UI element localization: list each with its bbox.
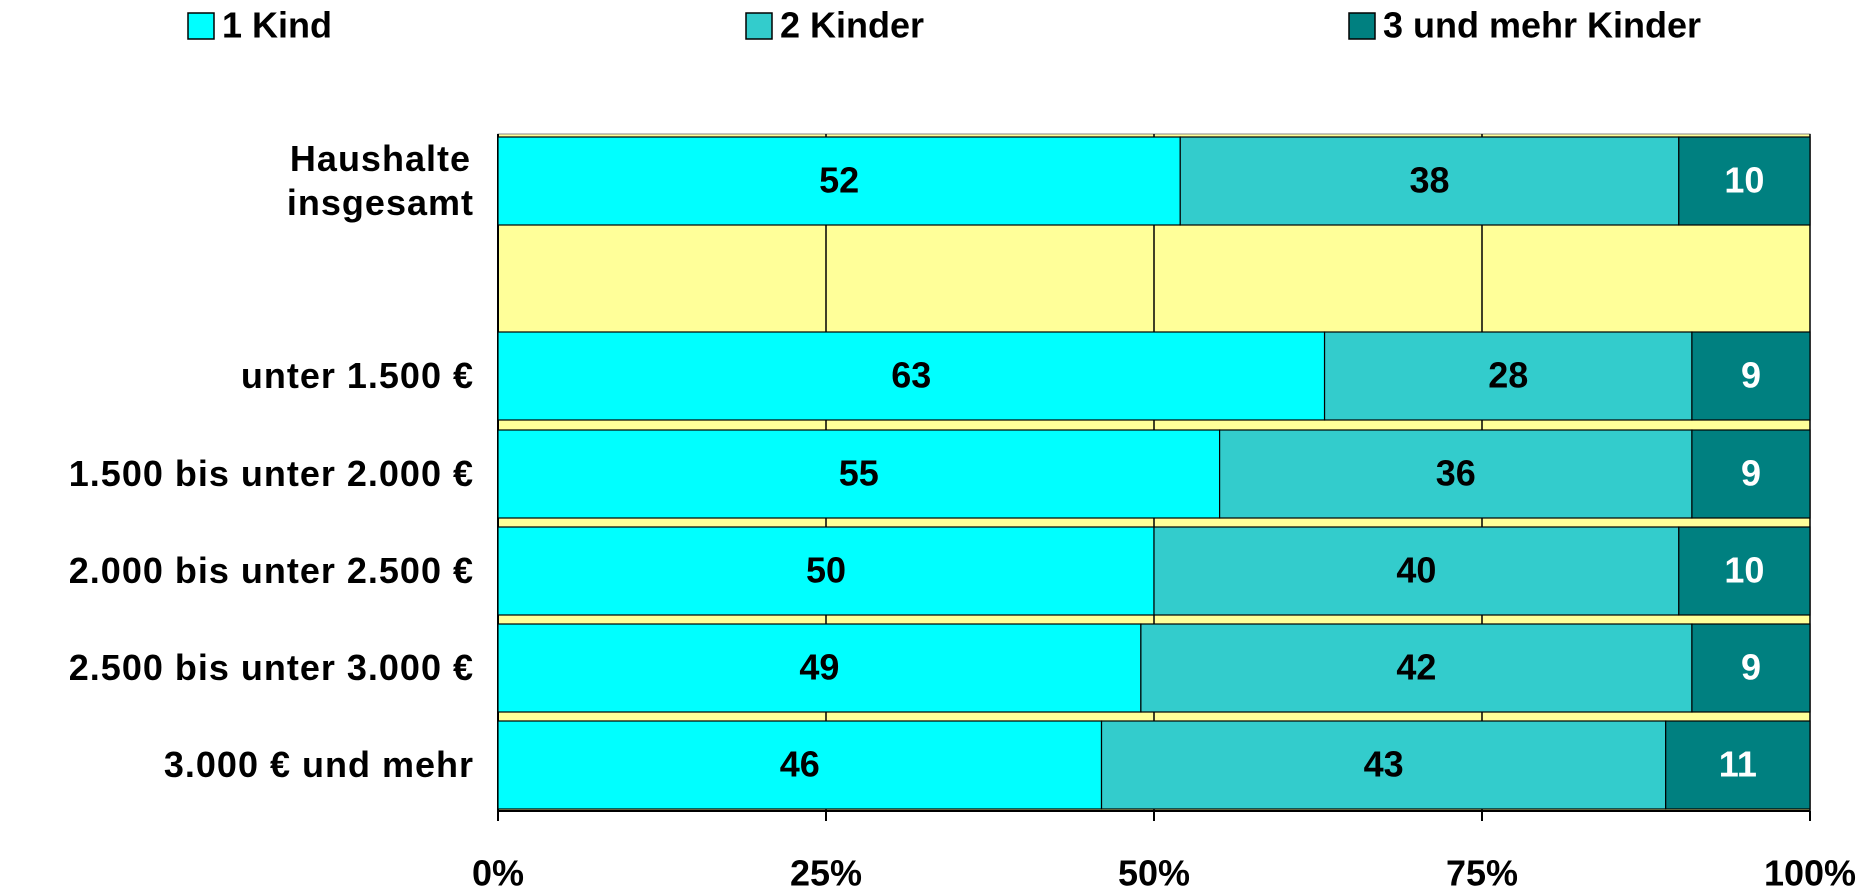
bar-segment <box>1140 623 1693 713</box>
data-label: 50 <box>806 550 846 591</box>
data-label: 9 <box>1741 355 1761 396</box>
legend-swatch <box>745 12 773 40</box>
data-label: 36 <box>1436 453 1476 494</box>
bar-segment <box>1323 331 1693 421</box>
data-label: 55 <box>839 453 879 494</box>
data-label: 52 <box>819 160 859 201</box>
bar-segment <box>497 623 1142 713</box>
data-label: 9 <box>1741 647 1761 688</box>
bar-segment <box>1665 720 1811 810</box>
data-label: 11 <box>1719 744 1757 785</box>
data-label: 42 <box>1396 647 1436 688</box>
y-tick-label: Haushalte insgesamt <box>286 138 474 223</box>
data-label: 38 <box>1409 160 1449 201</box>
bar-segment <box>1678 136 1811 226</box>
y-tick-label: unter 1.500 € <box>240 355 474 396</box>
data-label: 10 <box>1724 160 1764 201</box>
y-tick-label: 2.000 bis unter 2.500 € <box>68 550 474 591</box>
data-label: 40 <box>1396 550 1436 591</box>
x-tick-label: 25% <box>790 853 862 890</box>
bar-segment <box>497 331 1326 421</box>
y-tick-label: 1.500 bis unter 2.000 € <box>68 453 474 494</box>
x-tick-label: 75% <box>1446 853 1518 890</box>
data-label: 28 <box>1488 355 1528 396</box>
data-label: 49 <box>799 647 839 688</box>
bar-segment <box>1100 720 1667 810</box>
data-label: 46 <box>780 744 820 785</box>
bar-segment <box>1691 429 1811 519</box>
legend-label: 1 Kind <box>222 5 332 46</box>
bar-segment <box>497 136 1181 226</box>
data-label: 63 <box>891 355 931 396</box>
y-tick-label: 2.500 bis unter 3.000 € <box>68 647 474 688</box>
data-label: 9 <box>1741 453 1761 494</box>
y-tick-label: 3.000 € und mehr <box>163 744 474 785</box>
data-label: 10 <box>1724 550 1764 591</box>
x-tick-label: 100% <box>1764 853 1856 890</box>
bar-segment <box>1691 623 1811 713</box>
legend-swatch <box>1348 12 1376 40</box>
legend-label: 2 Kinder <box>780 5 924 46</box>
bar-segment <box>497 526 1155 616</box>
bar-segment <box>1179 136 1680 226</box>
bar-segment <box>497 429 1221 519</box>
x-tick-label: 0% <box>472 853 524 890</box>
bar-segment <box>1218 429 1693 519</box>
legend-swatch <box>187 12 215 40</box>
bar-segment <box>1678 526 1811 616</box>
x-tick-label: 50% <box>1118 853 1190 890</box>
bar-segment <box>1153 526 1680 616</box>
bar-segment <box>1691 331 1811 421</box>
legend-label: 3 und mehr Kinder <box>1383 5 1701 46</box>
data-label: 43 <box>1364 744 1404 785</box>
